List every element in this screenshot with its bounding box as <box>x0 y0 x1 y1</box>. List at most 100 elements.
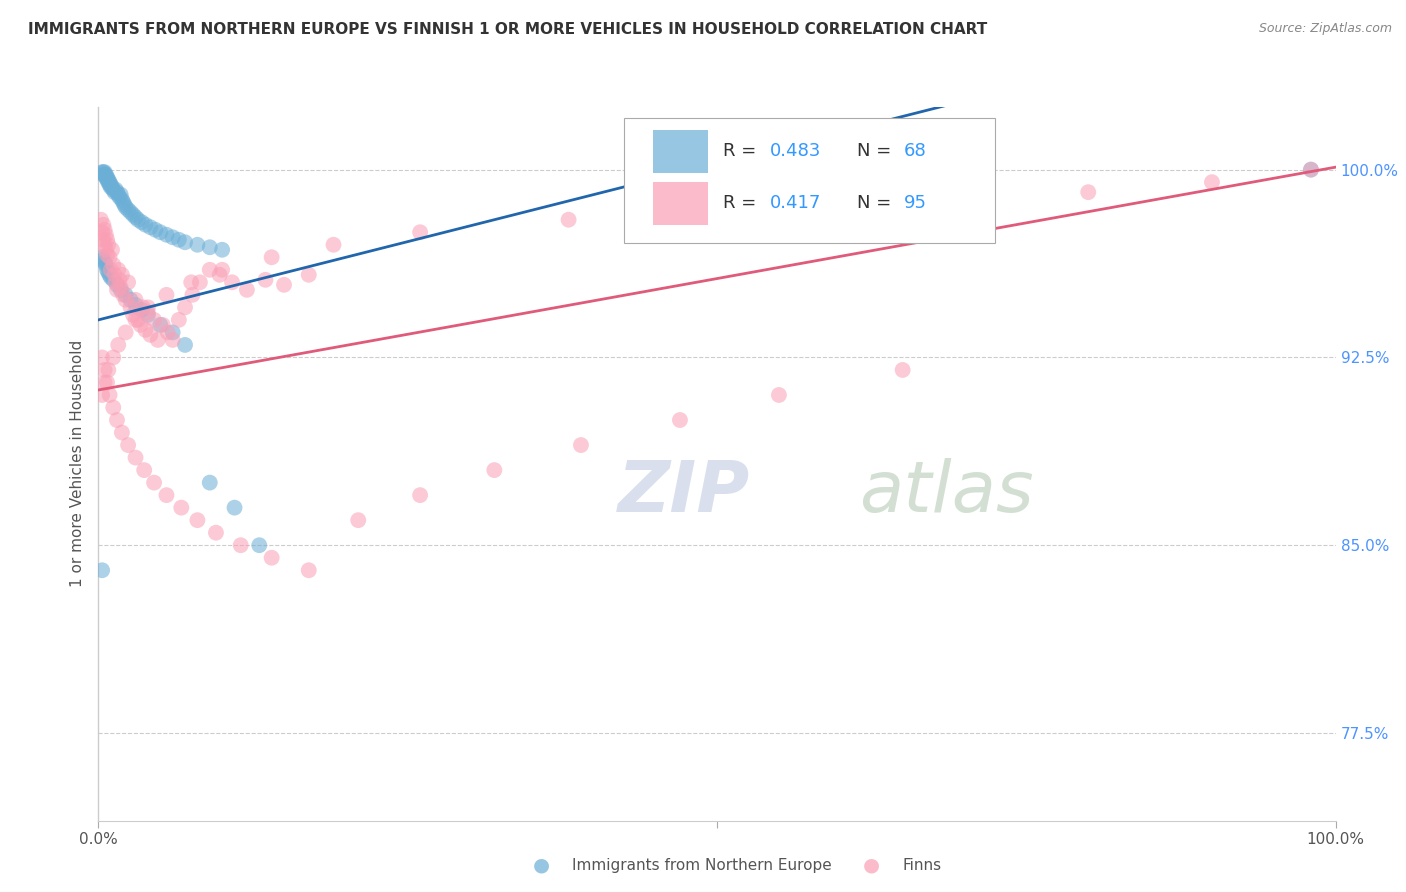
Point <box>174 235 197 250</box>
Point <box>706 200 728 214</box>
Point <box>93 168 115 182</box>
Point <box>236 283 259 297</box>
Point <box>103 258 125 272</box>
Point <box>94 258 117 272</box>
Point <box>91 250 114 264</box>
Point <box>93 165 115 179</box>
Point <box>120 301 142 315</box>
Point <box>98 175 121 189</box>
Point <box>557 212 579 227</box>
Point <box>1299 162 1322 177</box>
Point <box>104 183 127 197</box>
Point <box>110 187 132 202</box>
Point <box>260 550 283 565</box>
Point <box>174 338 197 352</box>
Point <box>97 175 120 189</box>
Point <box>114 288 136 302</box>
Text: ZIP: ZIP <box>619 458 751 527</box>
Point <box>107 262 129 277</box>
Point <box>1299 162 1322 177</box>
Point <box>97 363 120 377</box>
Point <box>1077 185 1099 199</box>
Point <box>103 351 125 365</box>
Point <box>322 237 344 252</box>
Point <box>124 313 146 327</box>
Point <box>247 538 270 552</box>
Point <box>124 293 146 307</box>
Point <box>134 463 156 477</box>
Point <box>108 190 131 204</box>
Point <box>122 308 145 322</box>
Text: Source: ZipAtlas.com: Source: ZipAtlas.com <box>1258 22 1392 36</box>
Point <box>569 438 592 452</box>
Point <box>108 273 131 287</box>
Point <box>174 301 197 315</box>
Point <box>96 262 118 277</box>
Point <box>124 298 146 312</box>
Point <box>93 237 115 252</box>
Point <box>91 165 114 179</box>
Point <box>94 168 117 182</box>
Point <box>103 401 125 415</box>
Point <box>98 388 121 402</box>
Point <box>100 262 122 277</box>
Point <box>100 178 122 192</box>
Point <box>198 475 221 490</box>
Point <box>96 170 118 185</box>
Point <box>186 513 208 527</box>
Point <box>124 211 146 225</box>
Point <box>155 488 177 502</box>
Point <box>143 313 166 327</box>
Point <box>103 268 125 282</box>
Point <box>101 243 124 257</box>
Point <box>94 243 117 257</box>
Point <box>669 413 692 427</box>
Point <box>127 212 149 227</box>
Point <box>105 277 128 292</box>
Text: N =: N = <box>856 143 897 161</box>
Point <box>298 268 321 282</box>
Point <box>131 215 153 229</box>
Point <box>134 323 156 337</box>
Point <box>93 218 115 232</box>
Point <box>124 450 146 465</box>
Point <box>107 187 129 202</box>
Point <box>112 197 135 211</box>
Point <box>136 308 159 322</box>
Text: 95: 95 <box>904 194 927 212</box>
Point <box>90 212 112 227</box>
Point <box>298 563 321 577</box>
Point <box>94 227 117 242</box>
Point <box>93 376 115 390</box>
Point <box>131 302 153 317</box>
Point <box>484 463 506 477</box>
Point <box>91 563 114 577</box>
Point <box>146 333 169 347</box>
Point <box>162 326 184 340</box>
Point <box>111 425 134 440</box>
Point <box>91 388 114 402</box>
Point <box>143 223 166 237</box>
Point <box>110 280 132 294</box>
Point <box>114 200 136 214</box>
Point <box>97 172 120 186</box>
Point <box>132 301 155 315</box>
Point <box>162 230 184 244</box>
Point <box>112 288 135 302</box>
Point <box>114 326 136 340</box>
Point <box>96 233 118 247</box>
Point <box>117 438 139 452</box>
Text: N =: N = <box>856 194 897 212</box>
Point <box>112 195 135 210</box>
Text: ●: ● <box>533 855 550 875</box>
Point <box>180 275 202 289</box>
Text: Finns: Finns <box>903 858 942 872</box>
Point <box>134 218 156 232</box>
Point <box>211 262 233 277</box>
Point <box>96 172 118 186</box>
Point <box>91 225 114 239</box>
Y-axis label: 1 or more Vehicles in Household: 1 or more Vehicles in Household <box>69 340 84 588</box>
Point <box>409 225 432 239</box>
Text: R =: R = <box>723 194 762 212</box>
Point <box>347 513 370 527</box>
